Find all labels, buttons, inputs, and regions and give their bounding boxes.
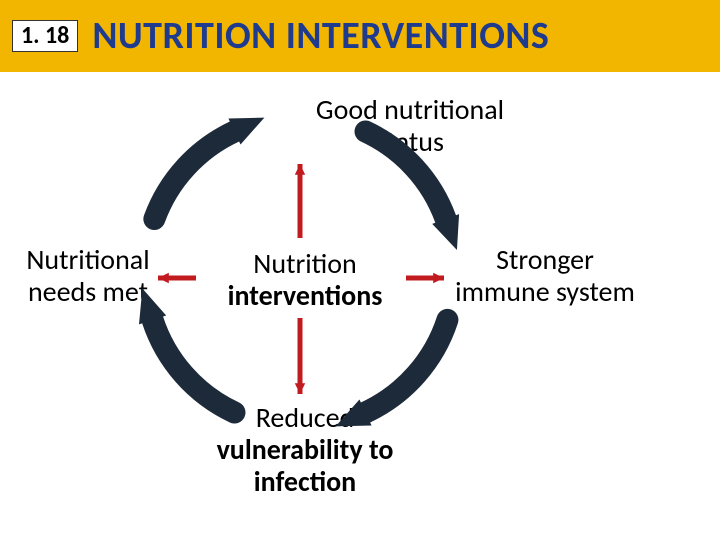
- node-right-line1: Stronger: [496, 242, 594, 277]
- node-right: Stronger immune system: [420, 244, 670, 308]
- node-top-line1: Good nutritional: [316, 92, 504, 127]
- node-bottom: Reduced vulnerability to infection: [180, 402, 430, 499]
- left-top-arc: [154, 132, 234, 219]
- node-center-line2: interventions: [228, 278, 383, 313]
- node-left-line2: needs met: [28, 274, 148, 309]
- center-down-arrow-head: [295, 383, 305, 394]
- node-bottom-line2: vulnerability to: [217, 432, 394, 467]
- right-bottom-arc: [366, 320, 448, 413]
- node-bottom-line1: Reduced: [256, 400, 355, 435]
- node-bottom-line3: infection: [254, 464, 356, 499]
- header-bar: 1. 18 NUTRITION INTERVENTIONS: [0, 0, 720, 72]
- diagram-stage: Good nutritional status Nutritional need…: [0, 72, 720, 540]
- left-top-arc-head: [228, 118, 264, 145]
- node-center-line1: Nutrition: [253, 246, 356, 281]
- node-top: Good nutritional status: [290, 94, 530, 158]
- node-left: Nutritional needs met: [8, 244, 168, 308]
- node-left-line1: Nutritional: [26, 242, 149, 277]
- node-right-line2: immune system: [455, 274, 635, 309]
- section-number-text: 1. 18: [21, 21, 69, 50]
- node-center: Nutrition interventions: [200, 248, 410, 312]
- center-up-arrow-head: [295, 164, 305, 175]
- node-top-line2: status: [376, 124, 444, 159]
- header-title: NUTRITION INTERVENTIONS: [92, 13, 549, 59]
- section-number-badge: 1. 18: [12, 20, 78, 52]
- bottom-left-arc: [153, 320, 235, 413]
